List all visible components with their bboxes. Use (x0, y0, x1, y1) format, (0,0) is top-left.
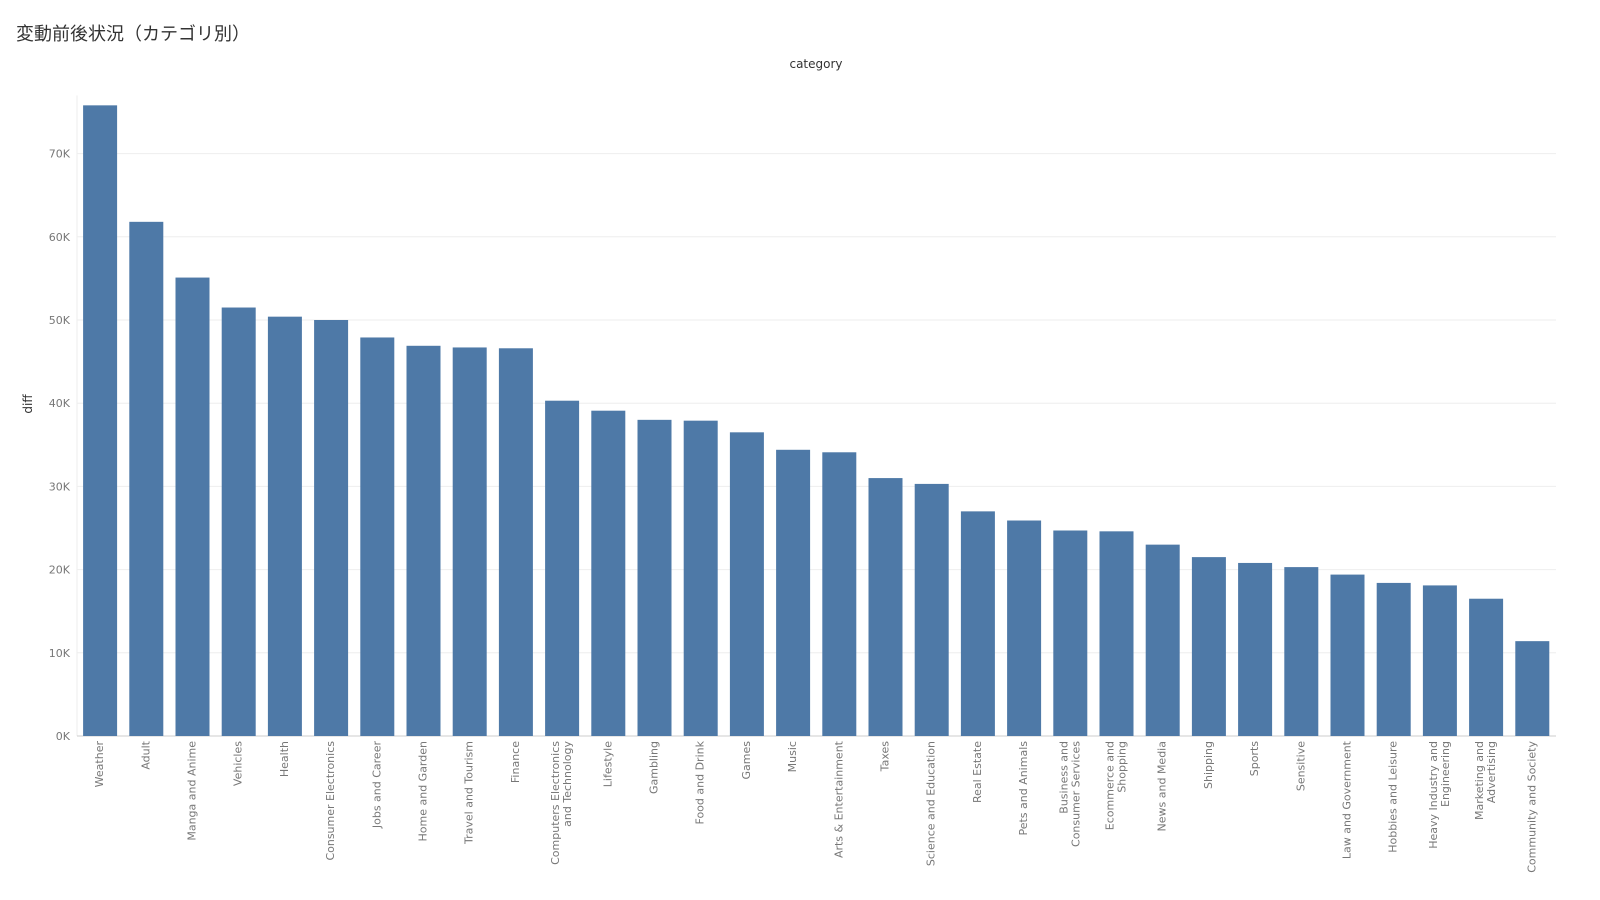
x-tick-label: Shopping (1116, 741, 1129, 793)
x-tick-label: Taxes (879, 741, 892, 773)
bar[interactable] (129, 221, 164, 737)
bar[interactable] (1330, 574, 1365, 736)
x-tick-labels: Weather Adult Manga and Anime Vehicles Healt… (93, 740, 1538, 872)
bar[interactable] (1238, 562, 1273, 736)
y-tick-label: 70K (49, 148, 71, 161)
bar[interactable] (360, 337, 395, 736)
bar[interactable] (1284, 567, 1319, 736)
bar[interactable] (314, 320, 349, 736)
x-tick-label: Community and Society (1525, 741, 1538, 873)
x-tick-label: Manga and Anime (186, 741, 199, 841)
bar[interactable] (1422, 585, 1457, 736)
y-tick-label: 60K (49, 231, 71, 244)
bar[interactable] (822, 452, 857, 736)
bar[interactable] (545, 400, 580, 736)
bar[interactable] (776, 449, 811, 736)
x-tick-label: Arts & Entertainment (832, 740, 845, 858)
bar[interactable] (1515, 641, 1550, 736)
bar[interactable] (868, 478, 903, 736)
bar[interactable] (221, 307, 256, 736)
bar[interactable] (1053, 530, 1088, 736)
x-tick-label: Music (786, 741, 799, 772)
x-tick-label: Travel and Tourism (463, 741, 476, 845)
x-tick-label: Pets and Animals (1017, 741, 1030, 836)
bar[interactable] (452, 347, 487, 736)
x-tick-label: Engineering (1439, 741, 1452, 807)
x-tick-label: Sports (1248, 741, 1261, 777)
x-tick-label: Heavy Industry and (1427, 741, 1440, 849)
x-tick-label: Ecommerce and (1104, 741, 1117, 830)
bar[interactable] (406, 345, 441, 736)
x-tick-label: News and Media (1156, 741, 1169, 831)
bar[interactable] (960, 511, 995, 736)
x-tick-label: Business and (1057, 741, 1070, 814)
x-tick-label: Shipping (1202, 741, 1215, 789)
bar[interactable] (1007, 520, 1042, 736)
y-tick-label: 0K (56, 730, 71, 743)
x-tick-label: Real Estate (971, 741, 984, 803)
x-tick-label: and Technology (561, 741, 574, 827)
x-tick-label: Food and Drink (694, 740, 707, 824)
x-tick-label: Marketing and (1473, 741, 1486, 820)
bar[interactable] (267, 316, 302, 736)
x-tick-label: Hobbies and Leisure (1387, 741, 1400, 853)
x-tick-label: Consumer Electronics (324, 741, 337, 861)
bar[interactable] (637, 419, 672, 736)
bar[interactable] (1145, 544, 1180, 736)
bar[interactable] (83, 105, 118, 737)
x-tick-label: Advertising (1485, 741, 1498, 803)
x-tick-label: Adult (139, 740, 152, 769)
bar[interactable] (175, 277, 210, 736)
bar[interactable] (1099, 531, 1134, 736)
bar[interactable] (1469, 598, 1504, 736)
x-tick-label: Home and Garden (417, 741, 430, 842)
y-tick-label: 30K (49, 480, 71, 493)
x-tick-label: Consumer Services (1069, 741, 1082, 847)
bar[interactable] (591, 410, 626, 736)
x-tick-label: Weather (93, 741, 106, 788)
bar[interactable] (914, 483, 949, 736)
x-tick-label: Finance (509, 741, 522, 783)
x-axis-header: category (789, 57, 843, 71)
x-tick-label: Sensitive (1294, 741, 1307, 791)
x-tick-label: Jobs and Career (370, 741, 383, 830)
bar[interactable] (683, 420, 718, 736)
y-tick-labels: 0K 10K 20K 30K 40K 50K 60K 70K (49, 148, 71, 743)
x-tick-label: Science and Education (925, 741, 938, 866)
y-tick-label: 50K (49, 314, 71, 327)
x-tick-label: Law and Government (1341, 740, 1354, 859)
bar[interactable] (1191, 557, 1226, 736)
x-tick-label: Lifestyle (601, 741, 614, 787)
x-tick-label: Vehicles (232, 741, 245, 786)
x-tick-label: Games (740, 741, 753, 780)
x-tick-label: Computers Electronics (549, 741, 562, 865)
chart-title: 変動前後状況（カテゴリ別） (16, 24, 250, 45)
x-tick-label: Gambling (648, 741, 661, 794)
y-tick-label: 10K (49, 647, 71, 660)
bar[interactable] (1376, 582, 1411, 736)
y-tick-label: 40K (49, 397, 71, 410)
y-tick-label: 20K (49, 564, 71, 577)
x-tick-label: Health (278, 741, 291, 777)
bar[interactable] (729, 432, 764, 736)
bar[interactable] (498, 348, 533, 736)
bars (83, 105, 1550, 737)
